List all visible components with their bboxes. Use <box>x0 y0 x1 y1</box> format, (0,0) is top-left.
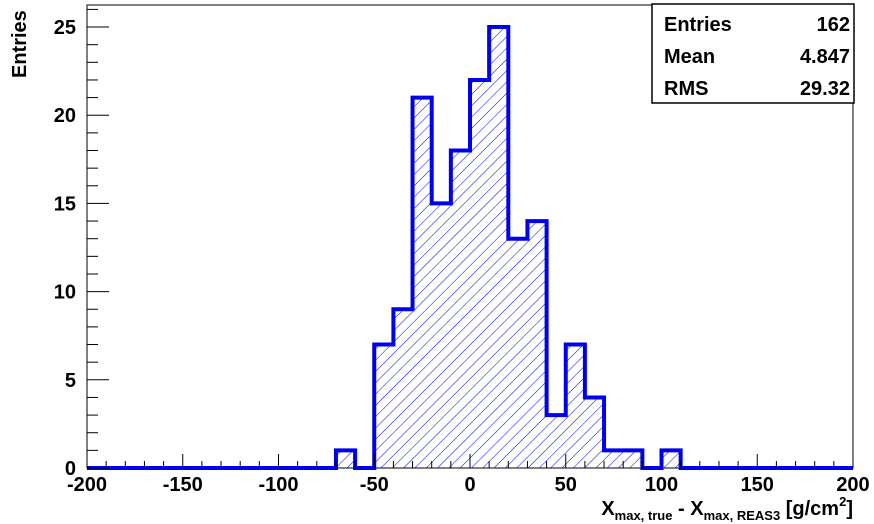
histogram-step-line <box>87 25 853 470</box>
x-tick-label: 150 <box>741 474 774 496</box>
x-tick-label: 200 <box>836 474 869 496</box>
histogram-bar <box>584 397 605 468</box>
y-tick-label: 15 <box>54 193 76 215</box>
x-axis-title-close: ] <box>846 498 853 520</box>
histogram-bar <box>661 450 681 468</box>
x-axis-title-main: X <box>601 498 615 520</box>
x-axis-title-mid: - X <box>672 498 704 520</box>
y-tick-label: 0 <box>65 458 76 480</box>
x-tick-labels: -200 -150 -100 -50 0 50 100 150 200 <box>67 474 870 496</box>
histogram-bar <box>431 203 451 468</box>
histogram-bar <box>508 238 528 468</box>
y-axis-title: Entries <box>9 10 31 78</box>
y-tick-label: 25 <box>54 17 76 39</box>
stats-box: Entries 162 Mean 4.847 RMS 29.32 <box>651 3 855 104</box>
histogram-bar <box>565 344 585 468</box>
x-tick-label: -50 <box>360 474 389 496</box>
stats-mean-label: Mean <box>664 46 715 68</box>
axis-ticks <box>86 8 854 469</box>
stats-entries-value: 162 <box>817 14 850 36</box>
y-tick-label: 10 <box>54 282 76 304</box>
x-axis-title-sup: 2 <box>839 494 846 509</box>
x-axis-title-unit: [g/cm <box>780 498 839 520</box>
histogram-bars <box>335 27 681 469</box>
histogram-bar <box>374 344 394 468</box>
stats-rms-label: RMS <box>664 78 708 100</box>
x-tick-label: -200 <box>67 474 107 496</box>
x-tick-label: 0 <box>464 474 475 496</box>
stats-box-frame <box>651 3 855 104</box>
histogram-bar <box>489 27 509 469</box>
x-tick-label: 100 <box>645 474 678 496</box>
histogram-outline <box>87 25 853 470</box>
stats-mean-value: 4.847 <box>800 46 850 68</box>
histogram-bar <box>412 97 432 468</box>
stats-rms-value: 29.32 <box>800 78 850 100</box>
histogram-bar <box>546 415 566 468</box>
y-tick-label: 5 <box>65 370 76 392</box>
histogram-bar <box>527 221 547 468</box>
x-tick-label: -100 <box>258 474 298 496</box>
x-axis-title-sub2: max, REAS3 <box>704 508 781 523</box>
x-axis-title-sub1: max, true <box>615 508 673 523</box>
x-tick-label: 50 <box>555 474 577 496</box>
histogram-bar <box>393 309 413 468</box>
histogram-bar <box>604 450 624 468</box>
histogram-bar <box>470 79 490 468</box>
x-tick-label: -150 <box>163 474 203 496</box>
stats-entries-label: Entries <box>664 14 732 36</box>
histogram-bar <box>623 450 643 468</box>
histogram-bar <box>450 150 470 468</box>
y-tick-label: 20 <box>54 105 76 127</box>
y-tick-labels: 0 5 10 15 20 25 <box>54 17 76 480</box>
x-axis-title: Xmax, true - Xmax, REAS3 [g/cm2] <box>601 494 853 523</box>
histogram-bar <box>335 450 356 468</box>
